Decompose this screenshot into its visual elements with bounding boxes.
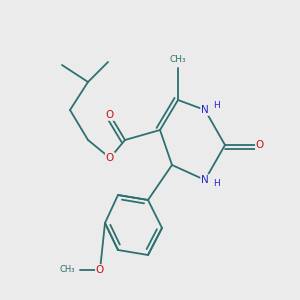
- Text: O: O: [256, 140, 264, 150]
- Text: N: N: [201, 175, 209, 185]
- Text: N: N: [201, 105, 209, 115]
- Text: O: O: [106, 153, 114, 163]
- Text: H: H: [213, 179, 220, 188]
- Text: H: H: [213, 101, 220, 110]
- Text: CH₃: CH₃: [59, 266, 75, 274]
- Text: CH₃: CH₃: [170, 55, 186, 64]
- Text: O: O: [106, 110, 114, 120]
- Text: O: O: [96, 265, 104, 275]
